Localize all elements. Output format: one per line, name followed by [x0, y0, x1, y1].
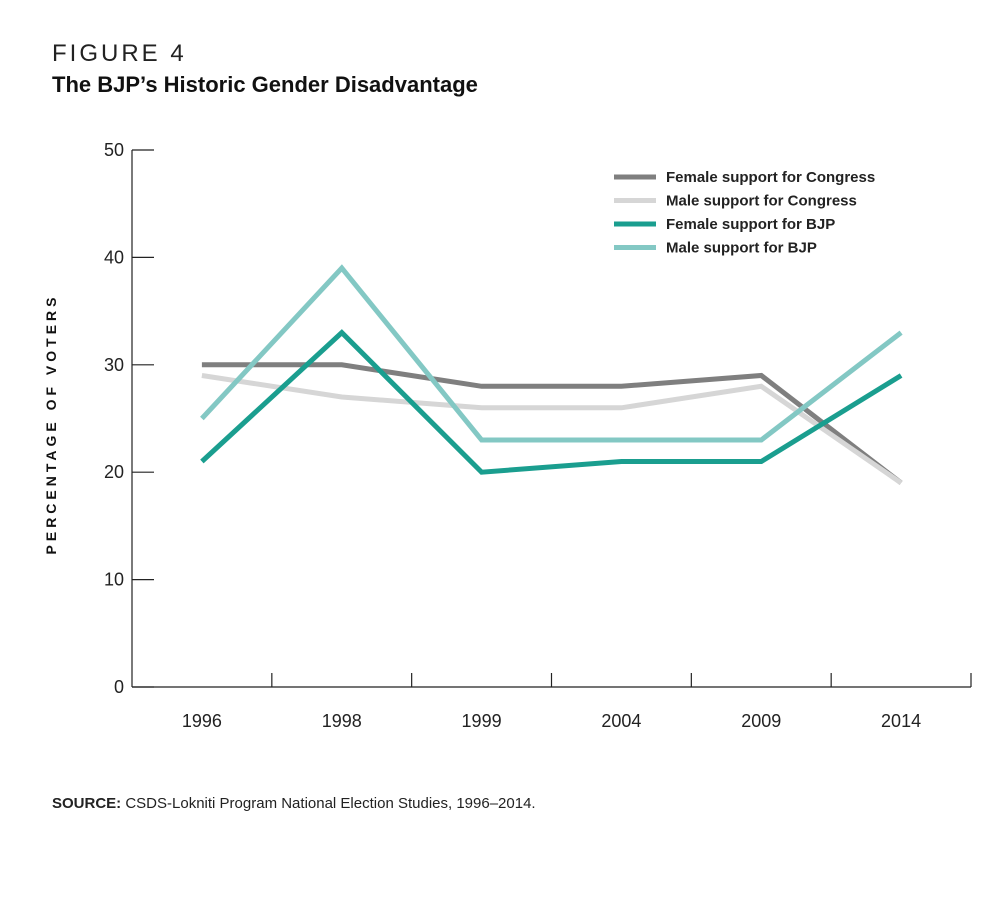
x-tick-label: 1998 — [322, 711, 362, 731]
legend-label: Male support for BJP — [666, 240, 817, 257]
series-line-4 — [200, 264, 903, 443]
source-note: SOURCE: CSDS-Lokniti Program National El… — [52, 795, 536, 812]
figure-label: FIGURE 4 — [52, 40, 187, 67]
y-tick-label: 40 — [104, 247, 124, 267]
legend-label: Female support for Congress — [666, 169, 875, 186]
y-tick-label: 30 — [104, 355, 124, 375]
y-tick-label: 20 — [104, 462, 124, 482]
y-tick-label: 50 — [104, 140, 124, 160]
y-axis-label: PERCENTAGE OF VOTERS — [43, 294, 59, 555]
legend-label: Male support for Congress — [666, 193, 857, 210]
series-line-3 — [200, 329, 903, 475]
chart-legend: Female support for Congress Male support … — [614, 169, 875, 257]
y-axis-ticks: 0 10 20 30 40 50 — [104, 140, 154, 697]
series-line-1 — [201, 362, 903, 485]
x-tick-label: 2014 — [881, 711, 921, 731]
source-prefix: SOURCE: — [52, 795, 122, 812]
series-line-2 — [201, 373, 903, 485]
x-tick-label: 2009 — [741, 711, 781, 731]
chart-series — [200, 264, 903, 485]
y-tick-label: 0 — [114, 677, 124, 697]
x-tick-label: 1999 — [462, 711, 502, 731]
x-axis-ticks: 1996 1998 1999 2004 2009 2014 — [182, 673, 972, 731]
chart-axes — [131, 150, 971, 688]
figure-title: The BJP’s Historic Gender Disadvantage — [52, 72, 478, 97]
x-tick-label: 1996 — [182, 711, 222, 731]
line-chart: 0 10 20 30 40 50 1996 1998 1999 2004 2009 2014 Fem… — [43, 140, 972, 731]
y-tick-label: 10 — [104, 570, 124, 590]
legend-label: Female support for BJP — [666, 216, 835, 233]
x-tick-label: 2004 — [601, 711, 641, 731]
source-text: CSDS-Lokniti Program National Election S… — [125, 795, 536, 812]
